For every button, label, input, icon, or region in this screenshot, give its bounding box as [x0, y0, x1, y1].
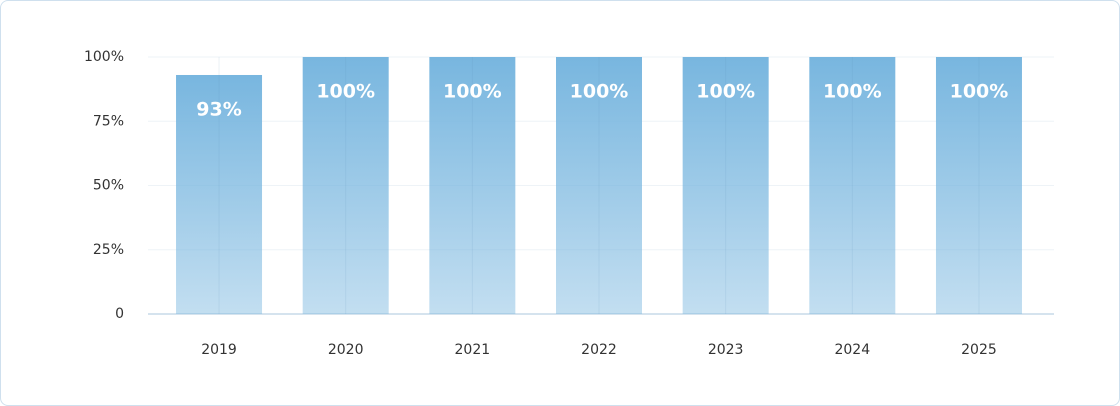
y-tick-label: 25%	[93, 242, 124, 258]
value-label: 100%	[570, 81, 629, 103]
y-tick-label: 50%	[93, 178, 124, 194]
value-label: 100%	[696, 81, 755, 103]
value-label: 100%	[823, 81, 882, 103]
x-tick-label: 2023	[708, 342, 744, 358]
bar	[429, 57, 516, 314]
bar	[176, 74, 263, 315]
bar	[556, 57, 642, 314]
x-tick-label: 2025	[961, 342, 997, 358]
y-tick-label: 0	[115, 306, 124, 322]
y-tick-label: 75%	[93, 113, 124, 129]
value-label: 100%	[316, 81, 375, 103]
x-tick-label: 2024	[834, 342, 870, 358]
x-tick-label: 2021	[455, 342, 491, 358]
x-tick-label: 2020	[328, 342, 364, 358]
x-tick-label: 2022	[581, 342, 617, 358]
x-tick-label: 2019	[201, 342, 237, 358]
bar	[302, 57, 389, 314]
bar	[809, 57, 896, 314]
value-label: 100%	[443, 81, 502, 103]
value-label: 93%	[196, 98, 241, 120]
bar	[935, 57, 1022, 314]
bar	[682, 57, 769, 314]
value-label: 100%	[950, 81, 1009, 103]
y-tick-label: 100%	[84, 49, 124, 65]
